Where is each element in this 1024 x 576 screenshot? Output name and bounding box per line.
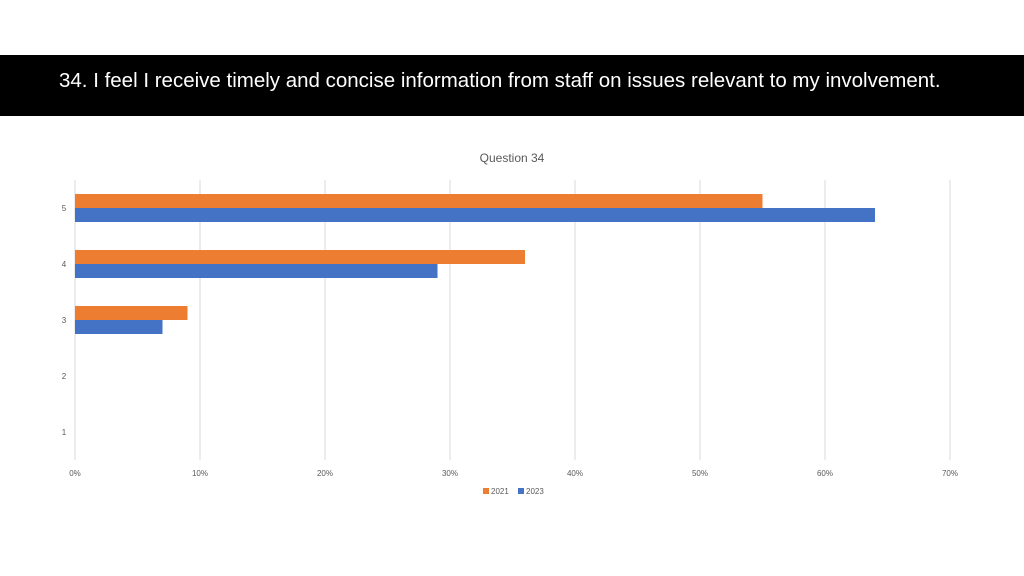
chart-title: Question 34 [480, 151, 545, 165]
y-axis-labels: 5 4 3 2 1 [62, 204, 67, 437]
legend-swatch-2021 [483, 488, 489, 494]
bar-2021-5 [75, 194, 763, 208]
legend-label-2021: 2021 [491, 487, 509, 496]
y-tick-label-1: 1 [62, 428, 67, 437]
x-tick-label-60: 60% [817, 469, 833, 478]
y-tick-label-3: 3 [62, 316, 67, 325]
y-tick-label-5: 5 [62, 204, 67, 213]
x-tick-label-0: 0% [69, 469, 81, 478]
x-axis-labels: 0% 10% 20% 30% 40% 50% 60% 70% [69, 469, 958, 478]
x-tick-label-30: 30% [442, 469, 458, 478]
chart-legend: 2021 2023 [483, 487, 544, 496]
x-tick-label-50: 50% [692, 469, 708, 478]
legend-label-2023: 2023 [526, 487, 544, 496]
x-tick-label-40: 40% [567, 469, 583, 478]
x-tick-label-70: 70% [942, 469, 958, 478]
x-tick-label-10: 10% [192, 469, 208, 478]
bar-2023-4 [75, 264, 438, 278]
x-tick-label-20: 20% [317, 469, 333, 478]
y-tick-label-4: 4 [62, 260, 67, 269]
question-chart: Question 34 5 4 3 2 1 0% 10% 20% 30% 40% 50% 60% 70… [0, 0, 1024, 576]
bar-2021-3 [75, 306, 188, 320]
legend-swatch-2023 [518, 488, 524, 494]
bar-2021-4 [75, 250, 525, 264]
bar-2023-3 [75, 320, 163, 334]
bar-2023-5 [75, 208, 875, 222]
y-tick-label-2: 2 [62, 372, 67, 381]
chart-bars [75, 194, 875, 334]
